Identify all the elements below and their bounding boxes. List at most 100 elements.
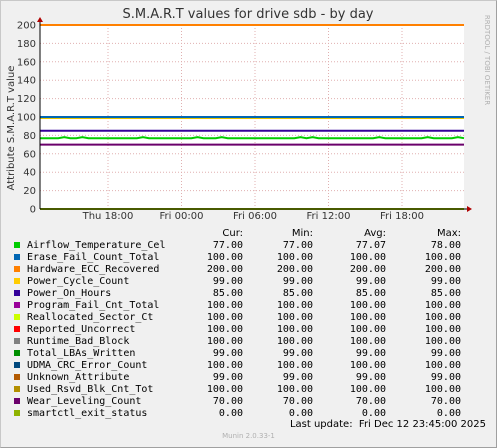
y-tick-label: 0 [30,205,36,216]
legend-value-cur: 0.00 [218,408,243,419]
x-gridlines [107,25,403,209]
legend-value-cur: 99.00 [212,276,243,287]
legend-value-avg: 70.00 [355,396,386,407]
x-tick-label: Fri 00:00 [160,211,204,222]
legend-value-cur: 100.00 [206,336,243,347]
axes [37,17,472,212]
legend-value-cur: 85.00 [212,288,243,299]
series-line-airflow-temperature-cel [40,136,465,140]
legend-value-min: 100.00 [276,324,313,335]
legend-label: Total_LBAs_Written [27,348,136,359]
legend-value-max: 200.00 [424,264,461,275]
legend-label: Program_Fail_Cnt_Total [27,300,160,311]
y-tick-label: 40 [23,168,36,179]
legend-label: Power_Cycle_Count [27,276,130,287]
legend-value-min: 100.00 [276,252,313,263]
legend-value-avg: 100.00 [349,324,386,335]
legend-item: Airflow_Temperature_Cel 77.00 77.00 77.07 78… [14,240,484,252]
legend-swatch [14,302,20,308]
legend-item: UDMA_CRC_Error_Count 100.00 100.00 100.00 10… [14,360,484,372]
legend-value-max: 99.00 [430,372,461,383]
x-tick-label: Thu 18:00 [82,211,134,222]
header-avg: Avg: [364,228,386,239]
legend-value-min: 99.00 [282,372,313,383]
y-tick-label: 180 [17,39,36,50]
legend-value-max: 100.00 [424,300,461,311]
legend-item: Total_LBAs_Written 99.00 99.00 99.00 99.00 [14,348,484,360]
legend-swatch [14,386,20,392]
y-tick-labels: 0 20 40 60 80 100 120 140 160 180 200 [17,21,36,216]
legend-item: Erase_Fail_Count_Total 100.00 100.00 100.00… [14,252,484,264]
legend-value-cur: 70.00 [212,396,243,407]
legend-value-cur: 100.00 [206,324,243,335]
legend-value-min: 70.00 [282,396,313,407]
legend-swatch [14,338,20,344]
legend-value-min: 200.00 [276,264,313,275]
legend-value-min: 77.00 [282,240,313,251]
y-tick-label: 200 [17,21,36,32]
legend-value-cur: 100.00 [206,312,243,323]
legend-item: Power_On_Hours 85.00 85.00 85.00 85.00 [14,288,484,300]
legend-label: Wear_Leveling_Count [27,396,142,407]
legend-label: Power_On_Hours [27,288,112,299]
legend-value-avg: 100.00 [349,252,386,263]
x-tick-labels: Thu 18:00 Fri 00:00 Fri 06:00 Fri 12:00 Fri … [82,211,424,222]
legend-value-avg: 100.00 [349,300,386,311]
legend-value-avg: 100.00 [349,384,386,395]
legend-value-cur: 77.00 [212,240,243,251]
legend-value-min: 99.00 [282,348,313,359]
y-tick-label: 100 [17,113,36,124]
legend-item: Hardware_ECC_Recovered 200.00 200.00 200.00… [14,264,484,276]
legend-item: Power_Cycle_Count 99.00 99.00 99.00 99.00 [14,276,484,288]
legend-value-avg: 200.00 [349,264,386,275]
legend-value-min: 100.00 [276,312,313,323]
y-axis-label: Attribute S.M.A.R.T value [6,66,17,191]
legend-item: Wear_Leveling_Count 70.00 70.00 70.00 70.00 [14,396,484,408]
legend-value-cur: 99.00 [212,348,243,359]
legend-value-max: 100.00 [424,252,461,263]
legend-item: Reported_Uncorrect 100.00 100.00 100.00 100.… [14,324,484,336]
legend-swatch [14,290,20,296]
legend-value-avg: 100.00 [349,360,386,371]
legend-value-max: 100.00 [424,312,461,323]
y-axis-arrow [37,17,43,22]
legend-swatch [14,278,20,284]
legend-label: Reported_Uncorrect [27,324,136,335]
legend-value-cur: 100.00 [206,252,243,263]
legend-value-max: 78.00 [430,240,461,251]
legend-value-max: 99.00 [430,276,461,287]
legend-value-min: 99.00 [282,276,313,287]
legend-label: Reallocated_Sector_Ct [27,312,154,323]
legend-label: Used_Rsvd_Blk_Cnt_Tot [27,384,154,395]
legend-value-min: 85.00 [282,288,313,299]
legend-label: Hardware_ECC_Recovered [27,264,160,275]
y-tick-label: 140 [17,76,36,87]
y-tick-label: 160 [17,57,36,68]
legend-value-min: 100.00 [276,300,313,311]
legend-swatch [14,398,20,404]
legend-value-avg: 99.00 [355,276,386,287]
legend-item: Program_Fail_Cnt_Total 100.00 100.00 100.00… [14,300,484,312]
legend-value-min: 100.00 [276,360,313,371]
legend-label: UDMA_CRC_Error_Count [27,360,148,371]
legend-value-cur: 100.00 [206,360,243,371]
legend-value-avg: 100.00 [349,312,386,323]
legend-item: Runtime_Bad_Block 100.00 100.00 100.00 100.0… [14,336,484,348]
legend-swatch [14,362,20,368]
legend-value-max: 0.00 [436,408,461,419]
legend-value-avg: 99.00 [355,348,386,359]
legend-swatch [14,350,20,356]
legend-swatch [14,410,20,416]
legend-item: Reallocated_Sector_Ct 100.00 100.00 100.00 1… [14,312,484,324]
y-tick-label: 80 [23,131,36,142]
legend-value-max: 85.00 [430,288,461,299]
legend-value-min: 100.00 [276,336,313,347]
last-update: Last update: Fri Dec 12 23:45:00 2025 [289,419,486,430]
legend-label: Runtime_Bad_Block [27,336,130,347]
x-tick-label: Fri 18:00 [380,211,424,222]
x-tick-label: Fri 12:00 [307,211,351,222]
legend-value-cur: 200.00 [206,264,243,275]
header-min: Min: [291,228,313,239]
